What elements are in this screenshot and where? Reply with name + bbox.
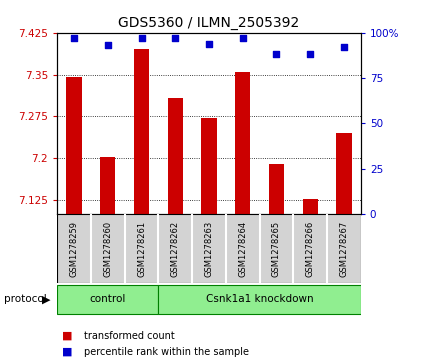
Text: transformed count: transformed count bbox=[84, 331, 174, 341]
Bar bbox=[269, 164, 284, 214]
Title: GDS5360 / ILMN_2505392: GDS5360 / ILMN_2505392 bbox=[118, 16, 300, 30]
Bar bbox=[100, 157, 115, 214]
Text: GSM1278264: GSM1278264 bbox=[238, 221, 247, 277]
Point bbox=[273, 52, 280, 57]
Bar bbox=[202, 118, 216, 214]
Text: Csnk1a1 knockdown: Csnk1a1 knockdown bbox=[206, 294, 313, 304]
Point bbox=[104, 42, 111, 48]
Point bbox=[341, 44, 348, 50]
Bar bbox=[57, 285, 158, 314]
Text: control: control bbox=[90, 294, 126, 304]
Point bbox=[307, 52, 314, 57]
Text: ■: ■ bbox=[62, 331, 72, 341]
Text: protocol: protocol bbox=[4, 294, 47, 305]
Point bbox=[205, 41, 213, 46]
Text: GSM1278266: GSM1278266 bbox=[306, 221, 315, 277]
Text: GSM1278265: GSM1278265 bbox=[272, 221, 281, 277]
Bar bbox=[303, 199, 318, 214]
Text: ▶: ▶ bbox=[42, 294, 50, 305]
Text: GSM1278260: GSM1278260 bbox=[103, 221, 112, 277]
Bar bbox=[235, 72, 250, 214]
Text: ■: ■ bbox=[62, 347, 72, 357]
Bar bbox=[66, 77, 82, 214]
Text: percentile rank within the sample: percentile rank within the sample bbox=[84, 347, 249, 357]
Bar bbox=[158, 285, 361, 314]
Text: GSM1278263: GSM1278263 bbox=[205, 221, 213, 277]
Point bbox=[239, 35, 246, 41]
Point bbox=[172, 35, 179, 41]
Text: GSM1278261: GSM1278261 bbox=[137, 221, 146, 277]
Text: GSM1278262: GSM1278262 bbox=[171, 221, 180, 277]
Text: GSM1278259: GSM1278259 bbox=[70, 221, 79, 277]
Bar bbox=[168, 98, 183, 214]
Text: GSM1278267: GSM1278267 bbox=[339, 221, 348, 277]
Point bbox=[70, 35, 77, 41]
Bar bbox=[134, 49, 149, 214]
Point bbox=[138, 35, 145, 41]
Bar bbox=[336, 133, 352, 214]
